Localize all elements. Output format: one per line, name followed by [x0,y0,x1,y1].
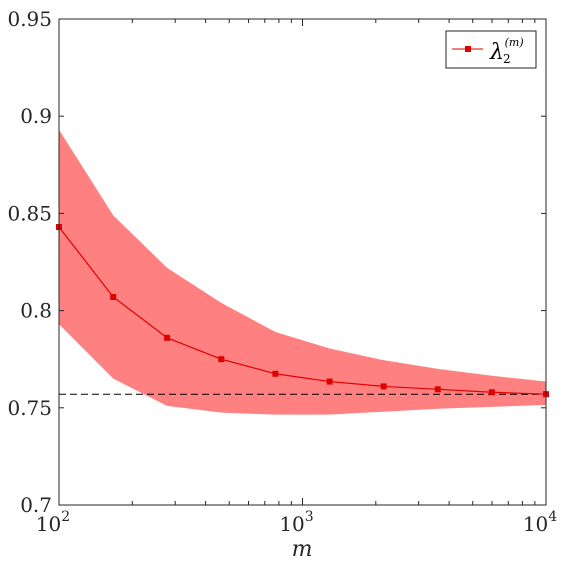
x-tick-base: 10 [36,512,61,536]
y-tick-label: 0.75 [7,396,52,420]
x-tick-exponent: 3 [305,509,314,525]
legend-marker-swatch [465,46,471,52]
legend-subscript: 2 [503,52,511,66]
y-tick-label: 0.8 [20,299,52,323]
x-tick-exponent: 2 [61,509,70,525]
y-tick-label: 0.85 [7,201,52,225]
x-tick-label: 102 [36,509,70,536]
confidence-band [59,129,546,415]
x-tick-label: 104 [523,509,557,536]
x-axis-label: m [292,537,313,562]
data-point [380,383,387,390]
confidence-band-layer [59,129,546,415]
legend-entry-label: λ2 (m) [489,36,524,66]
series-line [58,226,547,395]
x-tick-label: 103 [279,509,313,536]
data-point [326,378,333,385]
data-point [110,293,117,300]
data-point [272,370,279,377]
data-point [488,389,495,396]
series-layer [56,224,549,398]
y-tick-label: 0.95 [7,7,52,31]
x-tick-base: 10 [523,512,548,536]
legend-symbol: λ [489,40,504,65]
x-tick-exponent: 4 [548,509,557,525]
legend-superscript: (m) [505,36,524,49]
x-tick-base: 10 [279,512,304,536]
data-point [164,334,171,341]
data-point [434,386,441,393]
data-point [218,356,225,363]
legend: λ2 (m) [445,30,537,69]
y-tick-label: 0.9 [20,104,52,128]
y-tick-label: 0.7 [20,493,52,517]
